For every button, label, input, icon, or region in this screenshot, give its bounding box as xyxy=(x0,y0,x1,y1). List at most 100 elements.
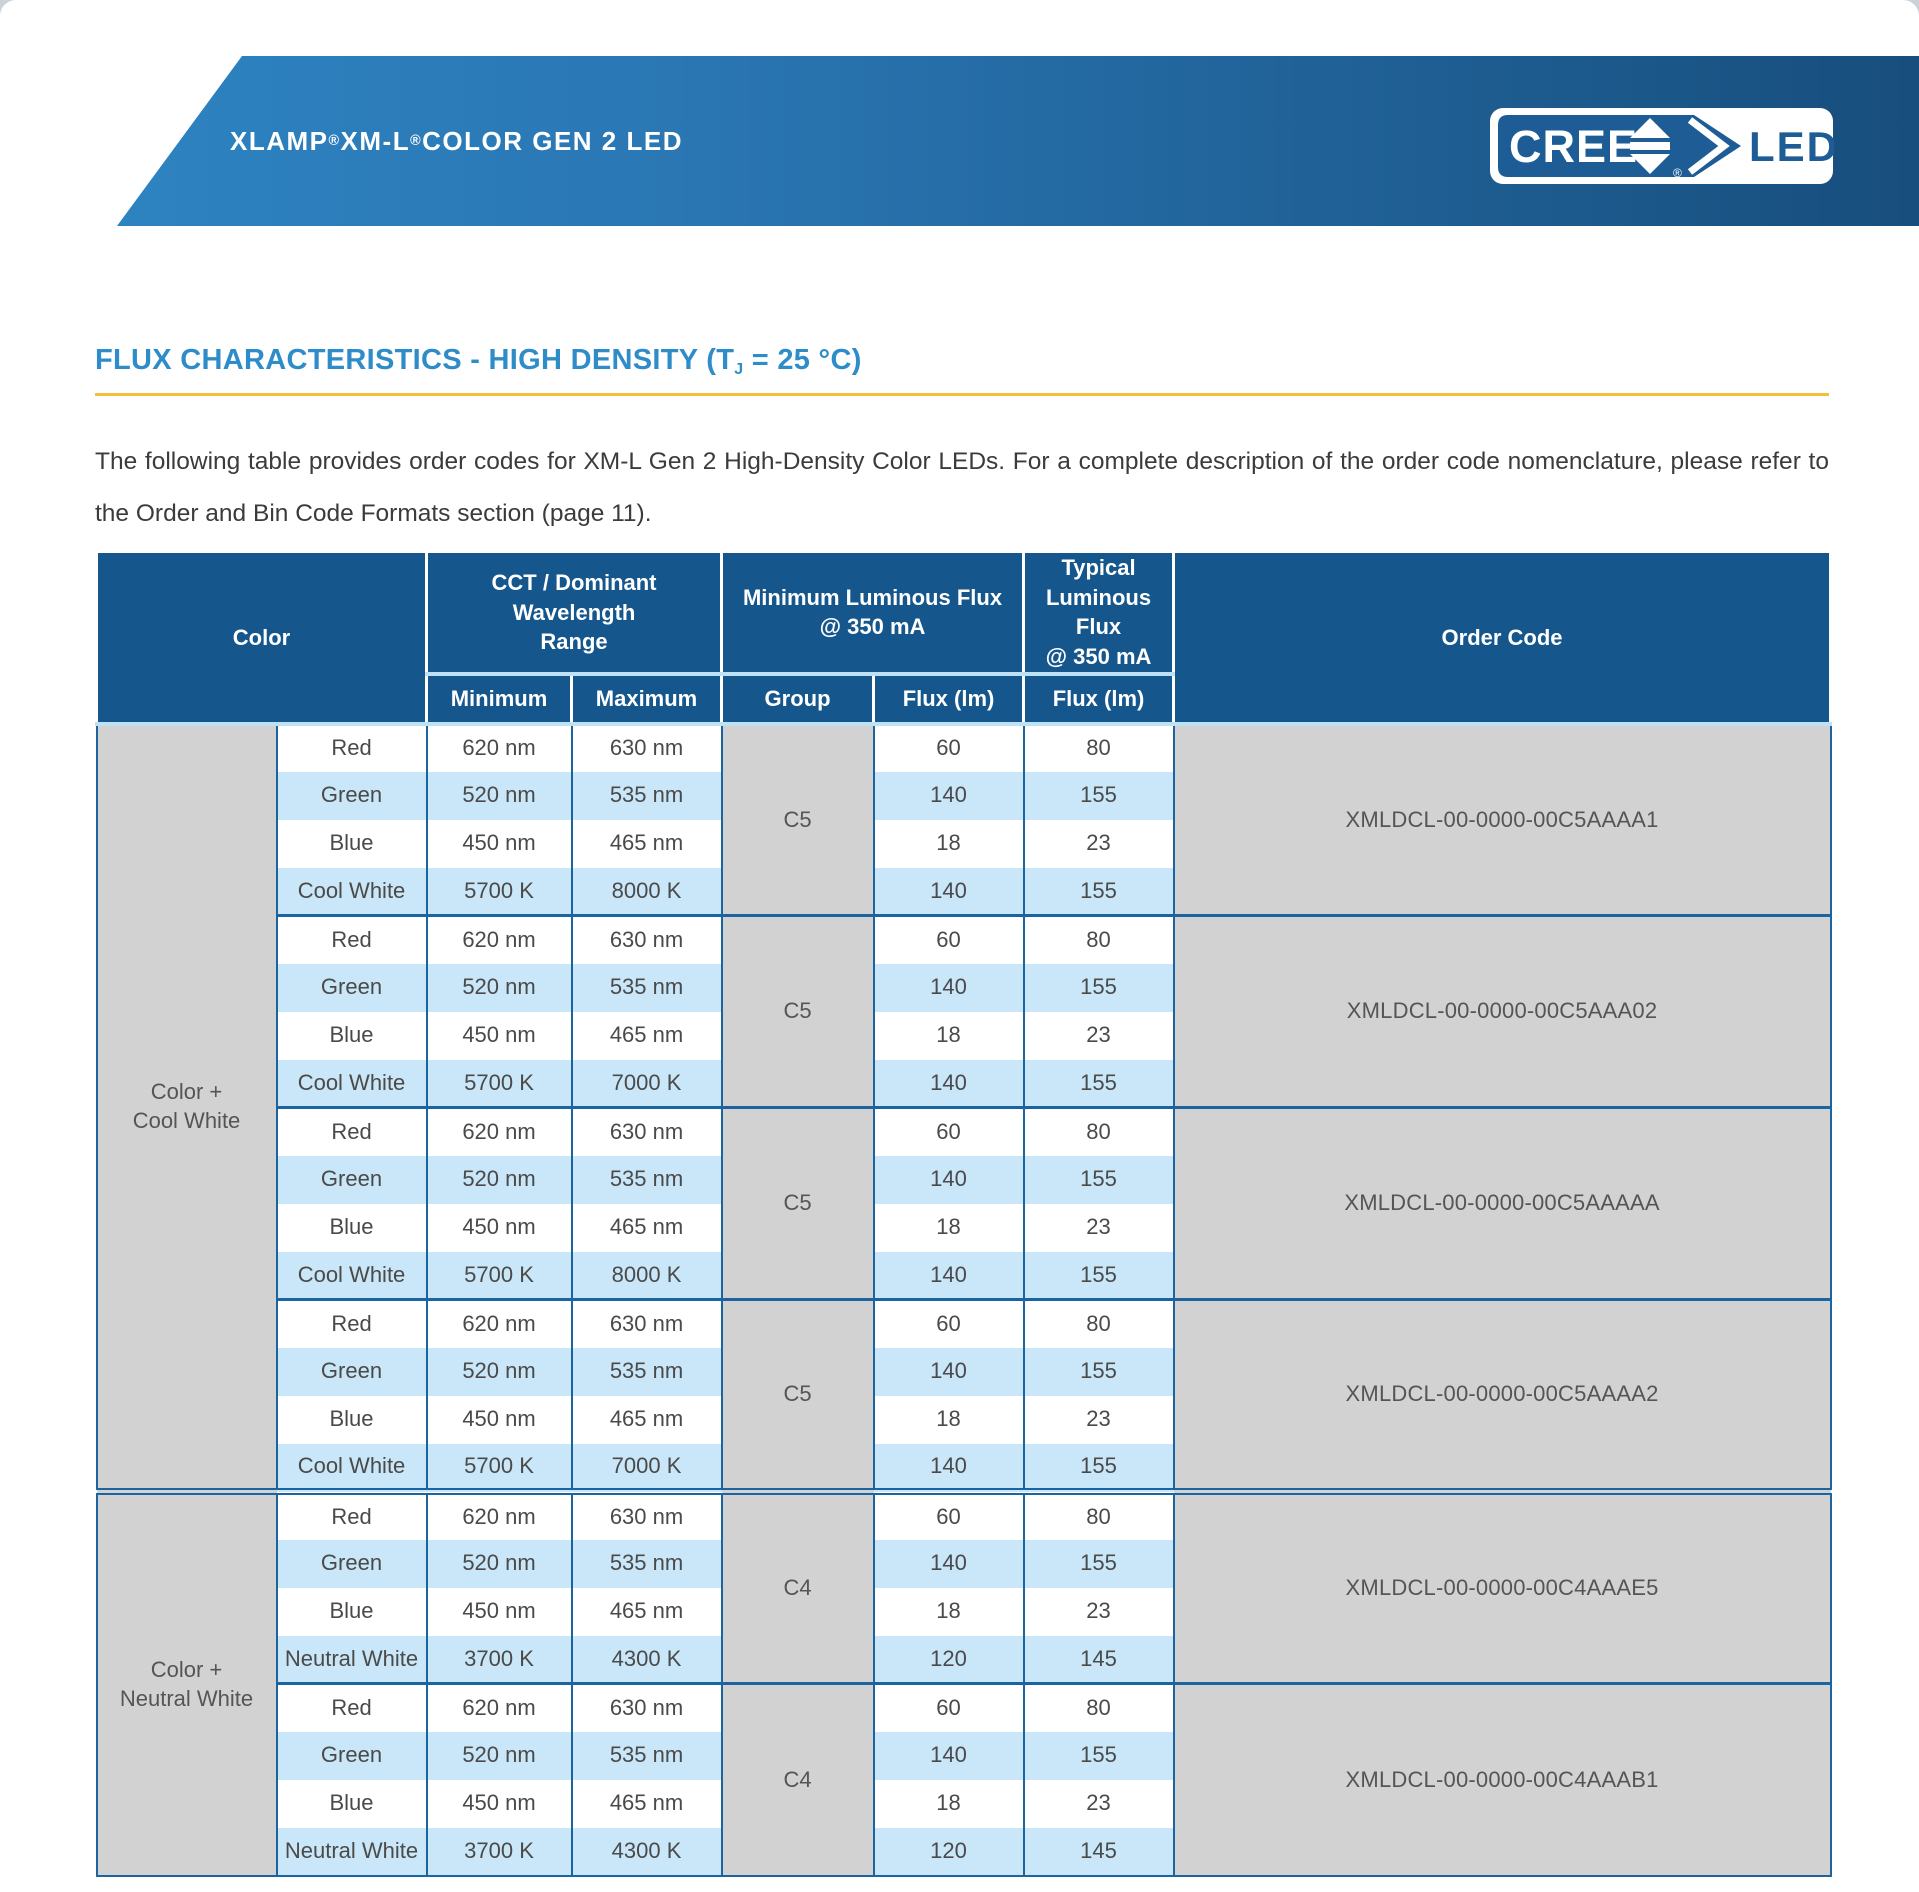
typ-flux-cell: 155 xyxy=(1022,1731,1175,1780)
min-flux-cell: 60 xyxy=(872,1682,1025,1732)
wavelength-min-cell: 450 nm xyxy=(425,1587,573,1636)
wavelength-max-cell: 7000 K xyxy=(570,1443,723,1492)
typ-flux-cell: 145 xyxy=(1022,1827,1175,1876)
min-flux-cell: 140 xyxy=(872,1059,1025,1108)
diamond-icon xyxy=(1630,118,1670,174)
table-row: Cool White 5700 K 7000 K 140 155 xyxy=(97,1443,1831,1492)
table-row: Cool White 5700 K 8000 K 140 155 xyxy=(97,1251,1831,1300)
min-flux-cell: 140 xyxy=(872,963,1025,1012)
typ-flux-cell: 145 xyxy=(1022,1635,1175,1684)
typ-flux-cell: 80 xyxy=(1022,1682,1175,1732)
min-flux-cell: 140 xyxy=(872,1443,1025,1492)
wavelength-max-cell: 8000 K xyxy=(570,1251,723,1300)
wavelength-min-cell: 3700 K xyxy=(425,1827,573,1876)
wavelength-min-cell: 5700 K xyxy=(425,1251,573,1300)
min-flux-cell: 18 xyxy=(872,819,1025,868)
min-flux-cell: 60 xyxy=(872,1106,1025,1156)
wavelength-min-cell: 520 nm xyxy=(425,1731,573,1780)
wavelength-max-cell: 465 nm xyxy=(570,1587,723,1636)
min-flux-cell: 18 xyxy=(872,1587,1025,1636)
wavelength-max-cell: 465 nm xyxy=(570,1011,723,1060)
color-name-cell: Red xyxy=(275,1488,428,1540)
subheader-typ-flux-lm: Flux (lm) xyxy=(1022,672,1176,726)
led-wordmark: LED xyxy=(1749,123,1834,170)
min-flux-cell: 140 xyxy=(872,1731,1025,1780)
wavelength-min-cell: 620 nm xyxy=(425,1488,573,1540)
color-name-cell: Cool White xyxy=(275,867,428,916)
subheader-group: Group xyxy=(720,672,876,726)
wavelength-max-cell: 630 nm xyxy=(570,914,723,964)
min-flux-cell: 140 xyxy=(872,1539,1025,1588)
page-title: FLUX CHARACTERISTICS - HIGH DENSITY (TJ … xyxy=(95,344,862,378)
typ-flux-cell: 23 xyxy=(1022,819,1175,868)
color-name-cell: Neutral White xyxy=(275,1827,428,1876)
color-name-cell: Red xyxy=(275,914,428,964)
wavelength-min-cell: 520 nm xyxy=(425,963,573,1012)
table-row: Red 620 nm 630 nm C5 60 80 XMLDCL-00-0000-00C5… xyxy=(97,914,1832,1108)
wavelength-max-cell: 7000 K xyxy=(570,1059,723,1108)
wavelength-min-cell: 620 nm xyxy=(425,723,573,772)
wavelength-max-cell: 465 nm xyxy=(570,819,723,868)
color-name-cell: Blue xyxy=(275,1779,428,1828)
wavelength-max-cell: 535 nm xyxy=(570,1539,723,1588)
subheader-min-flux-lm: Flux (lm) xyxy=(872,672,1026,726)
product-title-part: XLAMP xyxy=(230,125,329,156)
wavelength-min-cell: 5700 K xyxy=(425,867,573,916)
color-name-cell: Neutral White xyxy=(275,1635,428,1684)
color-name-cell: Green xyxy=(275,1539,428,1588)
typ-flux-cell: 80 xyxy=(1022,723,1175,772)
order-code-cell: XMLDCL-00-0000-00C5AAA02 xyxy=(1172,914,1832,1108)
table-row: Cool White 5700 K 7000 K 140 155 xyxy=(97,1059,1831,1108)
typ-flux-cell: 155 xyxy=(1022,771,1175,820)
wavelength-max-cell: 630 nm xyxy=(570,1106,723,1156)
table-row: Red 620 nm 630 nm C5 60 80 XMLDCL-00-0000-00C5… xyxy=(97,1298,1832,1492)
typ-flux-cell: 155 xyxy=(1022,1347,1175,1396)
min-flux-cell: 18 xyxy=(872,1395,1025,1444)
color-name-cell: Cool White xyxy=(275,1251,428,1300)
color-name-cell: Green xyxy=(275,1347,428,1396)
color-name-cell: Blue xyxy=(275,1011,428,1060)
table-row: Green 520 nm 535 nm 140 155 xyxy=(97,1155,1831,1204)
wavelength-min-cell: 450 nm xyxy=(425,819,573,868)
cree-wordmark: CREE xyxy=(1509,121,1638,172)
min-flux-cell: 140 xyxy=(872,867,1025,916)
min-flux-cell: 120 xyxy=(872,1635,1025,1684)
flux-group-cell: C5 xyxy=(720,1298,875,1492)
typ-flux-cell: 155 xyxy=(1022,963,1175,1012)
flux-group-cell: C4 xyxy=(720,1682,875,1876)
color-name-cell: Blue xyxy=(275,1395,428,1444)
table-row: Blue 450 nm 465 nm 18 23 xyxy=(97,1203,1831,1252)
table-row: Green 520 nm 535 nm 140 155 xyxy=(97,963,1831,1012)
min-flux-cell: 60 xyxy=(872,914,1025,964)
logo-registered-mark: ® xyxy=(1673,166,1682,180)
wavelength-max-cell: 8000 K xyxy=(570,867,723,916)
table-row: Blue 450 nm 465 nm 18 23 xyxy=(97,1779,1831,1828)
table-row: Blue 450 nm 465 nm 18 23 xyxy=(97,1011,1831,1060)
wavelength-min-cell: 450 nm xyxy=(425,1203,573,1252)
min-flux-cell: 18 xyxy=(872,1203,1025,1252)
color-name-cell: Green xyxy=(275,1731,428,1780)
color-name-cell: Red xyxy=(275,1682,428,1732)
color-name-cell: Blue xyxy=(275,819,428,868)
typ-flux-cell: 155 xyxy=(1022,1443,1175,1492)
color-name-cell: Green xyxy=(275,1155,428,1204)
product-title: XLAMP ® XM-L ® COLOR GEN 2 LED xyxy=(230,125,683,156)
table-row: Red 620 nm 630 nm C4 60 80 XMLDCL-00-0000-00C4… xyxy=(97,1682,1832,1876)
order-code-cell: XMLDCL-00-0000-00C5AAAAA xyxy=(1172,1106,1832,1300)
wavelength-min-cell: 520 nm xyxy=(425,1347,573,1396)
min-flux-cell: 60 xyxy=(872,1488,1025,1540)
table-row: Green 520 nm 535 nm 140 155 xyxy=(97,771,1831,820)
section-label-cell: Color + Neutral White xyxy=(95,1488,278,1876)
subscript-j: J xyxy=(734,360,744,378)
typ-flux-cell: 155 xyxy=(1022,1539,1175,1588)
wavelength-min-cell: 620 nm xyxy=(425,1106,573,1156)
typ-flux-cell: 80 xyxy=(1022,914,1175,964)
typ-flux-cell: 80 xyxy=(1022,1298,1175,1348)
table-row: Red 620 nm 630 nm C5 60 80 XMLDCL-00-0000-00C5… xyxy=(97,1106,1832,1300)
wavelength-max-cell: 535 nm xyxy=(570,1347,723,1396)
min-flux-cell: 140 xyxy=(872,1347,1025,1396)
typ-flux-cell: 23 xyxy=(1022,1779,1175,1828)
color-name-cell: Cool White xyxy=(275,1443,428,1492)
typ-flux-cell: 155 xyxy=(1022,1251,1175,1300)
